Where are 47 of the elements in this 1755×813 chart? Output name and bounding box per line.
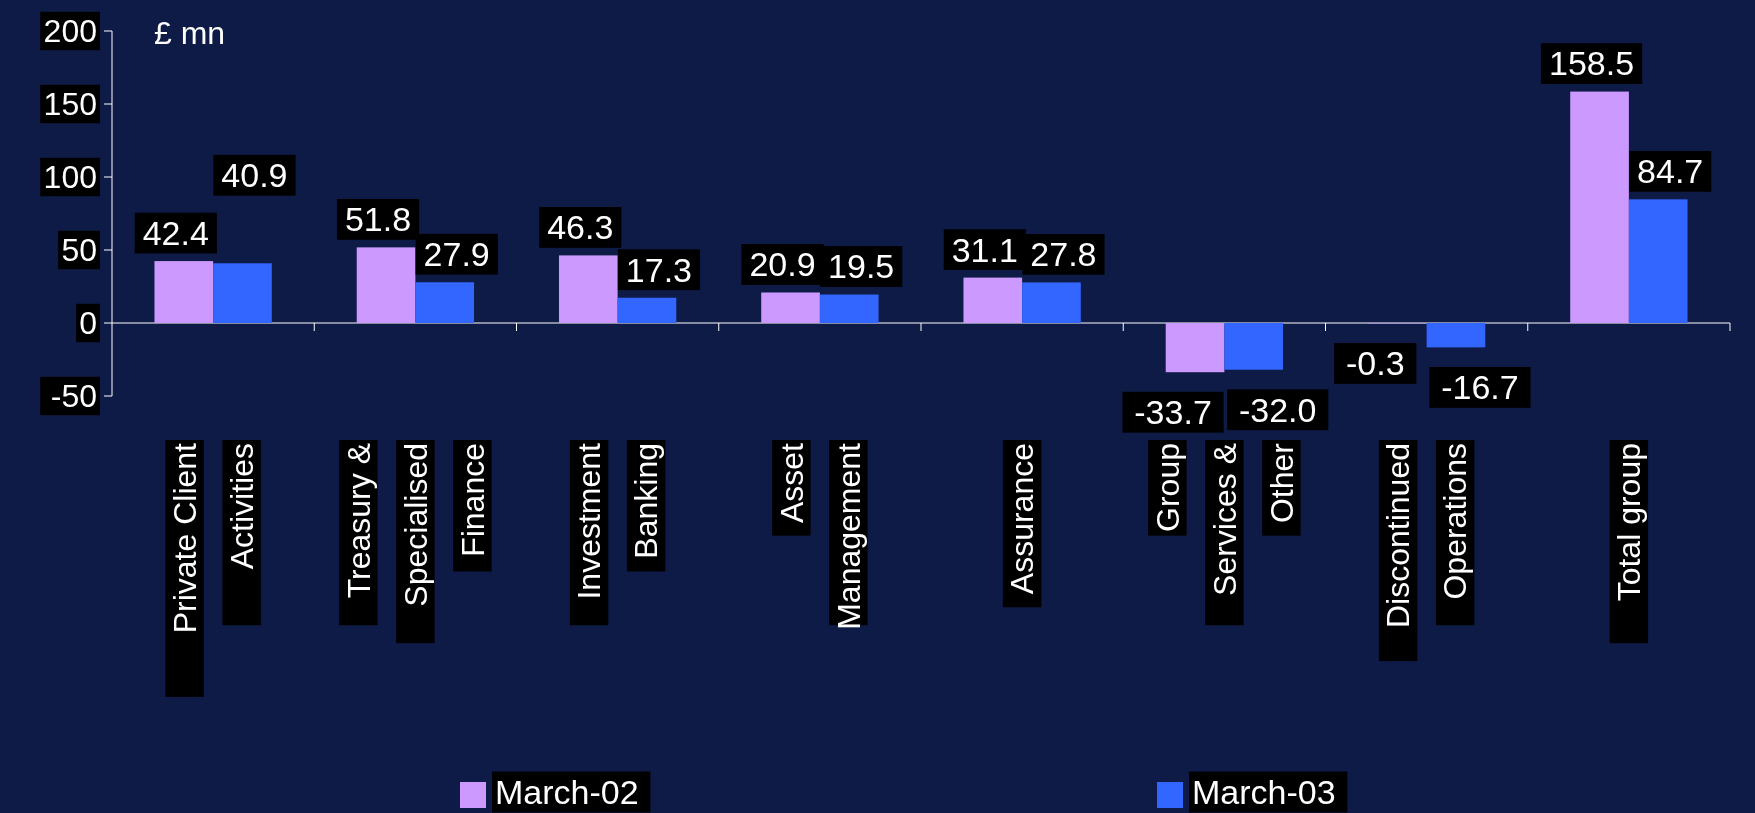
data-label: 20.9 bbox=[749, 245, 816, 284]
bar bbox=[819, 294, 879, 323]
bar bbox=[761, 292, 820, 323]
data-label: 46.3 bbox=[547, 208, 614, 247]
y-tick-label: -50 bbox=[50, 378, 97, 415]
x-tick-label: Asset Management bbox=[773, 442, 867, 630]
bar bbox=[1570, 91, 1629, 323]
y-axis-title: £ mn bbox=[154, 15, 226, 52]
x-tick-label: Private Client Activities bbox=[166, 442, 260, 634]
bar bbox=[1165, 323, 1225, 373]
x-tick-label: Group Services & Other bbox=[1149, 442, 1300, 596]
bar bbox=[356, 247, 416, 323]
x-tick-label: Investment Banking bbox=[571, 442, 665, 600]
bar bbox=[154, 261, 214, 323]
legend-label: March-02 bbox=[495, 772, 639, 811]
x-tick-label: Total group bbox=[1611, 443, 1648, 602]
data-label: 31.1 bbox=[951, 230, 1018, 269]
y-tick-label: 100 bbox=[43, 159, 97, 196]
data-label: 158.5 bbox=[1549, 44, 1635, 83]
data-label: 19.5 bbox=[828, 247, 895, 286]
x-tick-label: Treasury & Specialised Finance bbox=[340, 443, 491, 607]
legend-label: March-03 bbox=[1192, 772, 1336, 811]
data-label: -32.0 bbox=[1238, 390, 1317, 429]
data-label: 40.9 bbox=[221, 156, 288, 195]
data-label: 27.8 bbox=[1030, 235, 1097, 274]
data-label: 84.7 bbox=[1637, 152, 1704, 191]
bar bbox=[1426, 323, 1486, 348]
x-tick-label: Assurance bbox=[1004, 443, 1041, 595]
y-tick-label: 0 bbox=[79, 305, 97, 342]
data-label: -33.7 bbox=[1134, 393, 1212, 432]
data-label: 17.3 bbox=[625, 250, 693, 289]
y-tick-label: 50 bbox=[61, 232, 97, 269]
bar bbox=[1628, 199, 1688, 323]
data-label: -16.7 bbox=[1441, 368, 1519, 407]
data-label: 27.9 bbox=[423, 235, 490, 274]
data-label: -0.3 bbox=[1346, 344, 1405, 383]
bar bbox=[963, 277, 1023, 323]
data-label: 42.4 bbox=[142, 214, 209, 252]
bar bbox=[213, 263, 272, 323]
data-label: 51.8 bbox=[344, 200, 412, 239]
x-tick-label: Discontinued Operations bbox=[1380, 443, 1474, 628]
bar bbox=[1022, 282, 1081, 323]
y-tick-label: 150 bbox=[43, 86, 97, 123]
bar bbox=[415, 282, 475, 323]
bar bbox=[1224, 323, 1284, 370]
bar bbox=[617, 297, 677, 323]
y-tick-label: 200 bbox=[43, 13, 97, 50]
